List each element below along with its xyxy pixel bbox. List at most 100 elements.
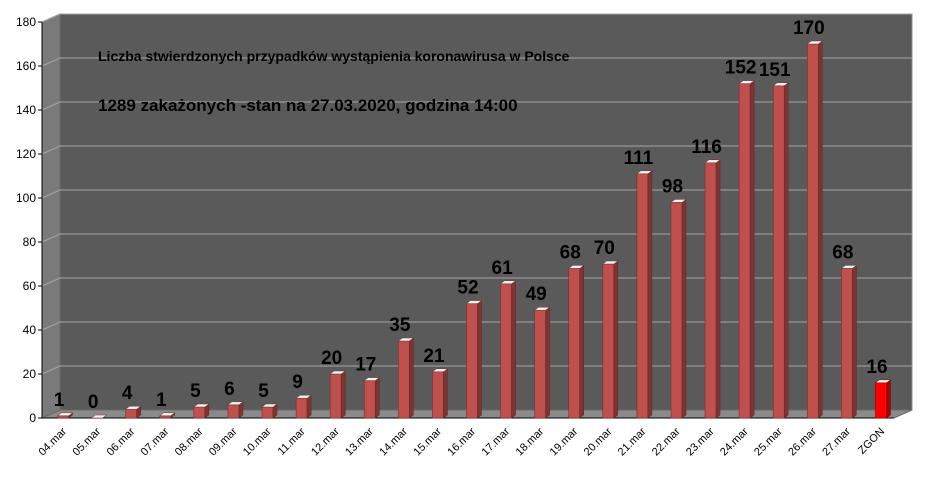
bar-top xyxy=(90,414,108,419)
gridline xyxy=(41,13,912,23)
bar-top xyxy=(772,82,789,87)
y-tick-label: 100 xyxy=(16,191,36,205)
data-label: 17 xyxy=(355,355,376,376)
bars xyxy=(56,40,892,419)
data-label: 70 xyxy=(594,238,615,259)
x-tick-label: 13.mar xyxy=(343,425,376,458)
data-label: 6 xyxy=(224,379,235,400)
bar-top xyxy=(670,199,687,203)
bar-top xyxy=(499,280,517,285)
x-tick-label: 22.mar xyxy=(650,425,683,458)
bar xyxy=(397,337,415,419)
bar xyxy=(227,401,244,419)
bar xyxy=(193,403,210,419)
gridline xyxy=(41,233,912,243)
x-tick-label: 20.mar xyxy=(582,425,615,458)
bar-front xyxy=(636,173,649,419)
back-wall xyxy=(59,13,913,411)
gridline xyxy=(41,321,912,331)
x-tick-label: 21.mar xyxy=(616,425,649,458)
bar-side xyxy=(715,159,721,419)
bar xyxy=(704,159,721,419)
bar-front xyxy=(363,380,376,419)
bar-front xyxy=(806,43,819,419)
bar-top xyxy=(159,412,176,417)
bar-side xyxy=(613,260,619,419)
bar-top xyxy=(261,403,278,408)
bar-side xyxy=(852,264,857,419)
x-tick-label: 23.mar xyxy=(684,425,717,458)
bar-side xyxy=(886,379,891,419)
bar-top xyxy=(295,394,312,399)
bar-front xyxy=(57,415,69,419)
bar-front xyxy=(432,371,444,419)
y-tick-label: 180 xyxy=(16,15,36,29)
x-tick-label: 24.mar xyxy=(718,425,751,458)
bar-side xyxy=(511,280,516,419)
bar-top xyxy=(431,368,449,373)
data-label: 61 xyxy=(492,258,514,279)
bar-top xyxy=(193,403,210,408)
bar-side xyxy=(545,306,550,419)
bar-side xyxy=(749,80,755,419)
data-label: 4 xyxy=(122,383,133,404)
x-tick-label: 05.mar xyxy=(71,425,104,458)
bar xyxy=(261,403,278,419)
bar-top xyxy=(636,170,653,175)
data-label: 1 xyxy=(54,390,65,411)
plot-area xyxy=(41,13,913,419)
x-tick-label: 15.mar xyxy=(411,425,444,458)
bar-front xyxy=(261,406,274,419)
bar xyxy=(670,198,687,419)
bar-side xyxy=(375,377,380,419)
bar-top xyxy=(397,337,415,342)
gridline xyxy=(41,145,912,155)
data-label: 1 xyxy=(156,390,167,411)
bar-top xyxy=(840,265,858,269)
data-label: 20 xyxy=(321,348,342,369)
bar-side xyxy=(818,40,823,419)
bar-top xyxy=(602,260,619,265)
bar-front xyxy=(875,382,887,419)
y-tick-label: 80 xyxy=(23,235,37,249)
bar-front xyxy=(738,83,751,419)
bar-front xyxy=(500,283,512,419)
y-tick-label: 40 xyxy=(23,323,37,337)
x-tick-label: 08.mar xyxy=(173,425,206,458)
data-label: 16 xyxy=(866,357,887,378)
y-tick-label: 20 xyxy=(23,367,37,381)
data-label: 9 xyxy=(292,372,303,393)
chart-title: Liczba stwierdzonych przypadków wystąpie… xyxy=(98,48,570,64)
bar xyxy=(431,368,449,419)
bar-front xyxy=(398,340,410,419)
bar-top xyxy=(704,159,721,164)
data-labels: 1 0 4 1 5 6 5 9 20 17 35 21 52 61 49 68 70 111 98 116 152 151… xyxy=(54,18,888,413)
bar-front xyxy=(159,415,172,419)
data-label: 98 xyxy=(662,176,683,197)
x-tick-label: ZGON xyxy=(856,426,887,457)
chart-subtitle: 1289 zakażonych -stan na 27.03.2020, god… xyxy=(98,96,518,115)
bar-top xyxy=(56,412,74,417)
x-tick-label: 14.mar xyxy=(377,425,410,458)
x-tick-label: 06.mar xyxy=(105,425,138,458)
y-tick-label: 0 xyxy=(29,411,36,425)
bar xyxy=(840,264,858,419)
y-tick-label: 120 xyxy=(16,147,36,161)
bar-side xyxy=(306,394,312,419)
x-tick-label: 12.mar xyxy=(309,425,342,458)
bar-side xyxy=(579,264,584,419)
bar xyxy=(90,414,108,419)
data-label: 68 xyxy=(832,242,853,263)
bar xyxy=(499,280,517,419)
bar-front xyxy=(602,263,615,419)
data-label: 21 xyxy=(423,346,445,367)
data-label: 152 xyxy=(725,58,757,79)
data-label: 49 xyxy=(526,284,547,305)
bar-side xyxy=(783,82,789,419)
bar-side xyxy=(681,198,687,419)
bar-front xyxy=(125,408,137,419)
bar-front xyxy=(227,404,240,419)
bar xyxy=(738,80,755,419)
bar-top xyxy=(465,300,483,304)
